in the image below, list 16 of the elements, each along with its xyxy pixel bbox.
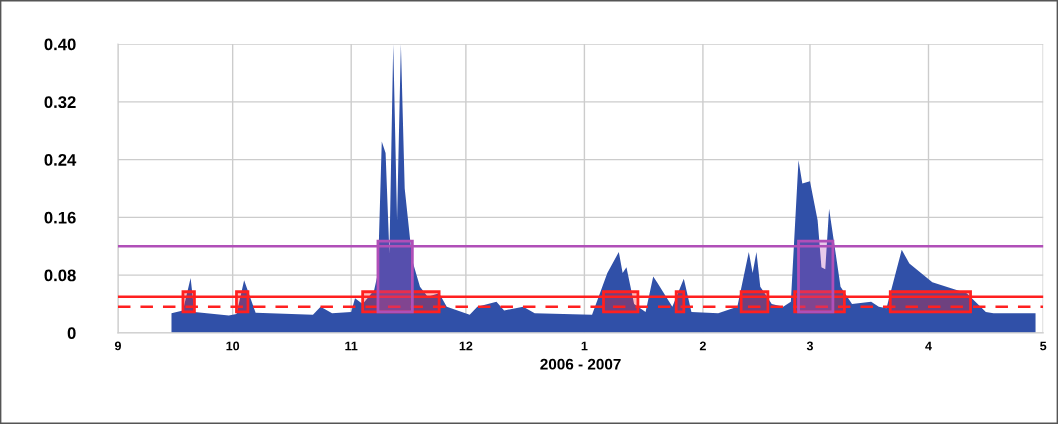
x-tick-label: 5 — [1040, 341, 1047, 351]
x-tick-label: 10 — [226, 341, 240, 351]
y-tick-label: 0.16 — [44, 211, 76, 224]
x-tick-label: 12 — [459, 341, 473, 351]
y-tick-label: 0 — [67, 327, 76, 340]
x-tick-label: 4 — [925, 341, 932, 351]
y-tick-label: 0.08 — [44, 269, 76, 282]
x-tick-label: 2 — [699, 341, 706, 351]
x-tick-label: 9 — [114, 341, 121, 351]
x-tick-label: 1 — [581, 341, 588, 351]
x-tick-label: 11 — [345, 341, 358, 351]
x-tick-label: 3 — [806, 341, 813, 351]
x-axis-title: 2006 - 2007 — [540, 358, 621, 370]
y-tick-label: 0.24 — [44, 153, 77, 166]
y-tick-label: 0.32 — [44, 96, 76, 109]
y-tick-label: 0.40 — [44, 38, 76, 51]
